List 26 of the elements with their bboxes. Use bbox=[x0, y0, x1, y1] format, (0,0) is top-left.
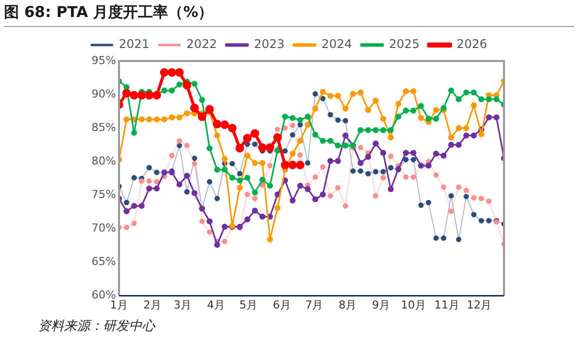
x-tick-label: 12月 bbox=[466, 298, 492, 312]
y-tick-label: 75% bbox=[92, 188, 116, 202]
x-tick-label: 8月 bbox=[338, 298, 357, 312]
x-tick-label: 7月 bbox=[305, 298, 324, 312]
legend-label: 2026 bbox=[456, 37, 488, 52]
y-tick-label: 90% bbox=[92, 87, 116, 100]
x-tick-label: 9月 bbox=[372, 298, 390, 312]
y-tick-label: 65% bbox=[92, 255, 116, 268]
x-tick-label: 6月 bbox=[272, 298, 291, 312]
legend-label: 2023 bbox=[254, 37, 285, 52]
legend-label: 2024 bbox=[322, 37, 352, 52]
x-tick-label: 2月 bbox=[143, 298, 162, 312]
y-tick-label: 85% bbox=[92, 120, 116, 134]
y-tick-label: 80% bbox=[92, 154, 116, 168]
x-tick-label: 10月 bbox=[400, 298, 426, 312]
x-tick-label: 11月 bbox=[434, 298, 460, 312]
x-tick-label: 5月 bbox=[239, 298, 258, 312]
chart-title: 图 68: PTA 月度开工率（%） bbox=[4, 3, 574, 27]
y-tick-label: 70% bbox=[92, 222, 116, 235]
x-tick-label: 3月 bbox=[174, 298, 192, 312]
x-tick-label: 4月 bbox=[207, 298, 226, 312]
legend-label: 2022 bbox=[186, 37, 217, 52]
legend-label: 2025 bbox=[389, 37, 420, 52]
y-tick-label: 95% bbox=[92, 54, 116, 67]
legend-label: 2021 bbox=[118, 37, 150, 52]
text: 资料来源：研发中心 bbox=[38, 318, 155, 335]
